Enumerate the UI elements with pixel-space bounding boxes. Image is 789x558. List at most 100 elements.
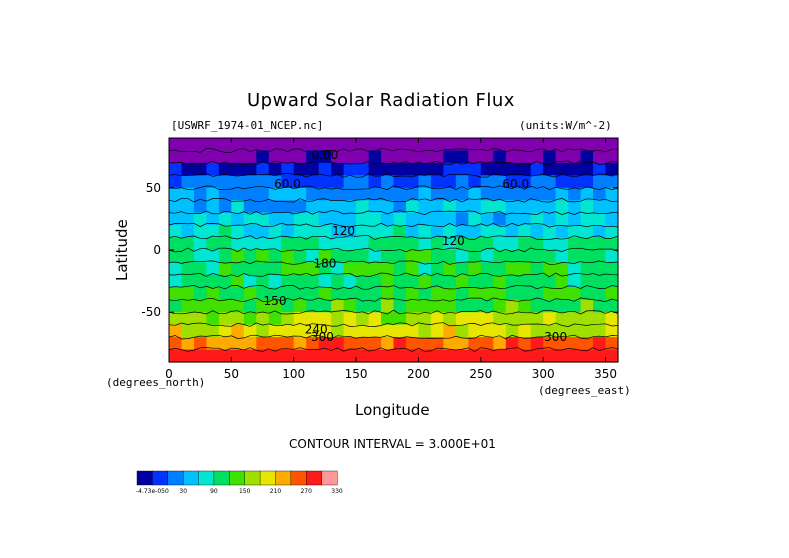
heatmap-cell (281, 250, 295, 264)
heatmap-cell (530, 324, 544, 338)
heatmap-cell (343, 324, 357, 338)
heatmap-cell (493, 200, 507, 214)
heatmap-cell (381, 187, 395, 201)
heatmap-cell (281, 200, 295, 214)
heatmap-cell (505, 299, 519, 313)
heatmap-cell (493, 299, 507, 313)
heatmap-cell (181, 287, 195, 301)
heatmap-cell (306, 225, 320, 239)
heatmap-cell (543, 150, 557, 164)
heatmap-cell (356, 212, 370, 226)
heatmap-cell (181, 150, 195, 164)
heatmap-cell (293, 150, 307, 164)
heatmap-cell (568, 262, 582, 276)
heatmap-cell (468, 212, 482, 226)
heatmap-cell (605, 225, 619, 239)
heatmap-cell (343, 349, 357, 363)
heatmap-cell (268, 200, 282, 214)
heatmap-cell (480, 225, 494, 239)
heatmap-cell (218, 237, 232, 251)
heatmap-cell (206, 349, 220, 363)
heatmap-cell (256, 212, 270, 226)
heatmap-cell (393, 175, 407, 189)
heatmap-cell (580, 324, 594, 338)
contour-label: 150 (264, 294, 287, 308)
heatmap-cell (256, 200, 270, 214)
heatmap-cell (468, 138, 482, 152)
heatmap-cell (568, 237, 582, 251)
colorbar-swatch (182, 470, 200, 486)
heatmap-cell (493, 237, 507, 251)
contour-label: 60.0 (274, 177, 301, 191)
heatmap-cell (518, 138, 532, 152)
heatmap-cell (505, 312, 519, 326)
heatmap-cell (480, 162, 494, 176)
heatmap-cell (543, 225, 557, 239)
heatmap-cell (306, 262, 320, 276)
heatmap-cell (593, 212, 607, 226)
heatmap-cell (231, 175, 245, 189)
heatmap-cell (306, 250, 320, 264)
heatmap-cell (268, 175, 282, 189)
heatmap-cell (418, 212, 432, 226)
heatmap-cell (243, 225, 257, 239)
heatmap-cell (530, 287, 544, 301)
heatmap-cell (293, 274, 307, 288)
heatmap-cell (543, 312, 557, 326)
heatmap-cell (580, 237, 594, 251)
heatmap-cell (343, 262, 357, 276)
heatmap-cell (268, 187, 282, 201)
heatmap-cell (418, 237, 432, 251)
heatmap-cell (306, 187, 320, 201)
heatmap-cell (381, 200, 395, 214)
heatmap-cell (568, 150, 582, 164)
heatmap-cell (169, 324, 183, 338)
contour-label: 120 (332, 224, 355, 238)
heatmap-cell (331, 250, 345, 264)
heatmap-cell (368, 225, 382, 239)
heatmap-cell (318, 250, 332, 264)
heatmap-cell (555, 237, 569, 251)
heatmap-cell (555, 324, 569, 338)
heatmap-cell (468, 324, 482, 338)
x-tick-label: 150 (345, 367, 368, 381)
heatmap-cell (493, 337, 507, 351)
heatmap-cell (405, 250, 420, 264)
heatmap-cell (169, 312, 183, 326)
heatmap-cell (381, 274, 395, 288)
heatmap-cell (480, 150, 494, 164)
heatmap-cell (318, 299, 332, 313)
heatmap-cell (493, 349, 507, 363)
heatmap-cell (193, 287, 208, 301)
heatmap-cell (393, 162, 407, 176)
heatmap-cell (393, 337, 407, 351)
heatmap-cell (281, 312, 295, 326)
heatmap-cell (356, 187, 370, 201)
heatmap-cell (343, 225, 357, 239)
heatmap-cell (256, 324, 270, 338)
heatmap-cell (243, 299, 257, 313)
heatmap-cell (405, 262, 420, 276)
heatmap-cell (268, 225, 282, 239)
heatmap-cell (543, 187, 557, 201)
heatmap-cell (356, 162, 370, 176)
heatmap-cell (306, 299, 320, 313)
heatmap-cell (381, 287, 395, 301)
heatmap-cell (443, 337, 457, 351)
heatmap-cell (306, 337, 320, 351)
contour-line (168, 347, 619, 352)
heatmap-cell (368, 162, 382, 176)
colorbar-tick-label: -4.73e-050 (136, 488, 169, 495)
heatmap-cell (580, 250, 594, 264)
heatmap-cell (418, 262, 432, 276)
heatmap-cell (281, 175, 295, 189)
heatmap-cell (331, 237, 345, 251)
heatmap-cell (356, 175, 370, 189)
heatmap-cell (505, 324, 519, 338)
contour-line (168, 247, 619, 253)
heatmap-cell (218, 299, 232, 313)
contour-line (168, 197, 619, 203)
heatmap-cell (455, 212, 469, 226)
heatmap-cell (443, 262, 457, 276)
heatmap-cell (193, 138, 208, 152)
